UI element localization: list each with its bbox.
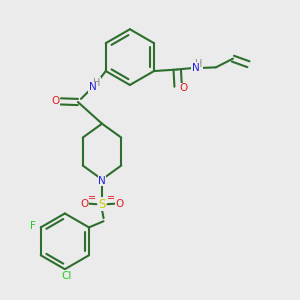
- Text: N: N: [98, 176, 106, 186]
- Text: N: N: [89, 82, 97, 92]
- Text: O: O: [80, 199, 88, 208]
- Text: =: =: [88, 193, 96, 203]
- Text: S: S: [98, 198, 106, 211]
- Text: O: O: [51, 96, 59, 106]
- Text: O: O: [180, 83, 188, 93]
- Text: Cl: Cl: [61, 271, 72, 281]
- Text: =: =: [106, 193, 115, 203]
- Text: O: O: [116, 199, 124, 208]
- Text: N: N: [192, 63, 200, 73]
- Text: H: H: [195, 59, 203, 69]
- Text: H: H: [93, 77, 100, 88]
- Text: F: F: [30, 221, 36, 232]
